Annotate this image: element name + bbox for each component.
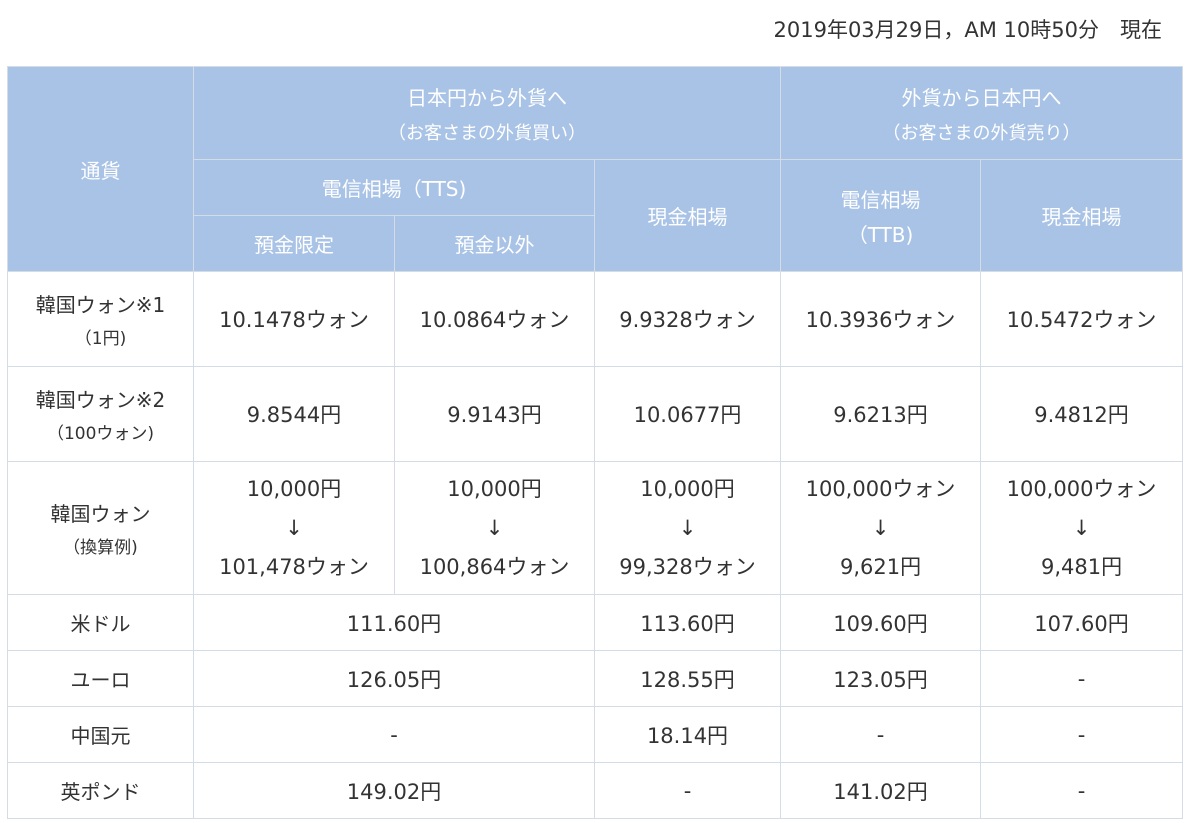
conversion-to: 9,481円 — [1040, 554, 1123, 579]
header-cash-sell: 現金相場 — [980, 159, 1184, 272]
table-row: 米ドル 111.60円 113.60円 109.60円 107.60円 — [7, 594, 1184, 651]
conversion-from: 10,000円 — [246, 476, 342, 501]
rate-cell: 9.4812円 — [980, 366, 1184, 462]
rate-cell: 107.60円 — [980, 594, 1184, 651]
header-ttb: 電信相場 （TTB) — [780, 159, 982, 272]
rate-cell: - — [980, 762, 1184, 819]
rate-timestamp: 2019年03月29日，AM 10時50分 現在 — [773, 18, 1163, 42]
table-row: 韓国ウォン （換算例) 10,000円 ↓ 101,478ウォン 10,000円… — [7, 461, 1184, 595]
conversion-cell: 10,000円 ↓ 101,478ウォン — [193, 461, 395, 595]
rate-cell: 10.3936ウォン — [780, 271, 982, 367]
rate-cell: 126.05円 — [193, 650, 595, 707]
conversion-to: 99,328ウォン — [619, 554, 756, 579]
header-ttb-main: 電信相場 — [840, 187, 921, 212]
header-deposit-only: 預金限定 — [193, 215, 395, 272]
table-row: 英ポンド 149.02円 - 141.02円 - — [7, 762, 1184, 819]
header-sell-subtitle: （お客さまの外貨売り） — [882, 122, 1081, 144]
conversion-cell: 100,000ウォン ↓ 9,481円 — [980, 461, 1184, 595]
rate-cell: 111.60円 — [193, 594, 595, 651]
conversion-from: 100,000ウォン — [1006, 476, 1157, 501]
currency-note: （100ウォン) — [46, 424, 155, 444]
table-row: 韓国ウォン※2 （100ウォン) 9.8544円 9.9143円 10.0677… — [7, 366, 1184, 462]
rate-cell: 149.02円 — [193, 762, 595, 819]
rate-cell: 18.14円 — [593, 706, 782, 763]
header-sell-group: 外貨から日本円へ （お客さまの外貨売り） — [780, 66, 1184, 160]
arrow-down-icon: ↓ — [678, 515, 697, 540]
conversion-from: 10,000円 — [447, 476, 542, 501]
header-currency: 通貨 — [7, 66, 194, 272]
rate-cell: 113.60円 — [593, 594, 782, 651]
header-ttb-sub: （TTB) — [847, 222, 914, 247]
currency-name: ユーロ — [7, 650, 194, 707]
currency-name-cell: 韓国ウォン （換算例) — [7, 461, 194, 595]
currency-name-cell: 韓国ウォン※2 （100ウォン) — [7, 366, 194, 462]
rate-cell: - — [980, 706, 1184, 763]
arrow-down-icon: ↓ — [485, 515, 504, 540]
rate-cell: - — [780, 706, 982, 763]
header-buy-subtitle: （お客さまの外貨買い） — [388, 122, 586, 144]
table-row: ユーロ 126.05円 128.55円 123.05円 - — [7, 650, 1184, 707]
conversion-to: 100,864ウォン — [419, 554, 570, 579]
currency-name: 韓国ウォン※1 — [35, 293, 166, 317]
currency-name-cell: 韓国ウォン※1 （1円) — [7, 271, 194, 367]
conversion-cell: 10,000円 ↓ 99,328ウォン — [593, 461, 782, 595]
arrow-down-icon: ↓ — [285, 515, 303, 540]
rate-cell: 10.0864ウォン — [394, 271, 595, 367]
conversion-from: 100,000ウォン — [805, 476, 956, 501]
header-cash-buy: 現金相場 — [593, 159, 782, 272]
rate-cell: 123.05円 — [780, 650, 982, 707]
rate-cell: 9.9143円 — [394, 366, 595, 462]
rate-cell: - — [193, 706, 595, 763]
currency-name: 英ポンド — [7, 762, 194, 819]
exchange-rate-table: 通貨 日本円から外貨へ （お客さまの外貨買い） 外貨から日本円へ （お客さまの外… — [7, 66, 1184, 819]
rate-cell: 109.60円 — [780, 594, 982, 651]
currency-name: 韓国ウォン※2 — [35, 388, 166, 412]
currency-name: 韓国ウォン — [50, 502, 151, 526]
table-row: 韓国ウォン※1 （1円) 10.1478ウォン 10.0864ウォン 9.932… — [7, 271, 1184, 367]
conversion-from: 10,000円 — [640, 476, 735, 501]
arrow-down-icon: ↓ — [1072, 515, 1091, 540]
header-sell-title: 外貨から日本円へ — [901, 85, 1062, 110]
rate-cell: - — [593, 762, 782, 819]
rate-cell: 9.6213円 — [780, 366, 982, 462]
rate-cell: 9.8544円 — [193, 366, 395, 462]
conversion-cell: 10,000円 ↓ 100,864ウォン — [394, 461, 595, 595]
currency-note: （換算例) — [63, 538, 138, 558]
conversion-cell: 100,000ウォン ↓ 9,621円 — [780, 461, 982, 595]
rate-cell: 10.5472ウォン — [980, 271, 1184, 367]
rate-cell: 9.9328ウォン — [593, 271, 782, 367]
header-tts: 電信相場（TTS) — [193, 159, 595, 216]
rate-cell: 141.02円 — [780, 762, 982, 819]
header-buy-group: 日本円から外貨へ （お客さまの外貨買い） — [192, 66, 782, 160]
rate-cell: - — [980, 650, 1184, 707]
currency-note: （1円) — [74, 329, 127, 349]
conversion-to: 101,478ウォン — [219, 554, 369, 579]
header-non-deposit: 預金以外 — [394, 215, 595, 272]
conversion-to: 9,621円 — [839, 554, 922, 579]
currency-name: 中国元 — [7, 706, 194, 763]
table-row: 中国元 - 18.14円 - - — [7, 706, 1184, 763]
rate-cell: 10.0677円 — [593, 366, 782, 462]
rate-cell: 128.55円 — [593, 650, 782, 707]
currency-name: 米ドル — [7, 594, 194, 651]
header-buy-title: 日本円から外貨へ — [407, 85, 567, 110]
rate-cell: 10.1478ウォン — [193, 271, 395, 367]
arrow-down-icon: ↓ — [871, 515, 890, 540]
